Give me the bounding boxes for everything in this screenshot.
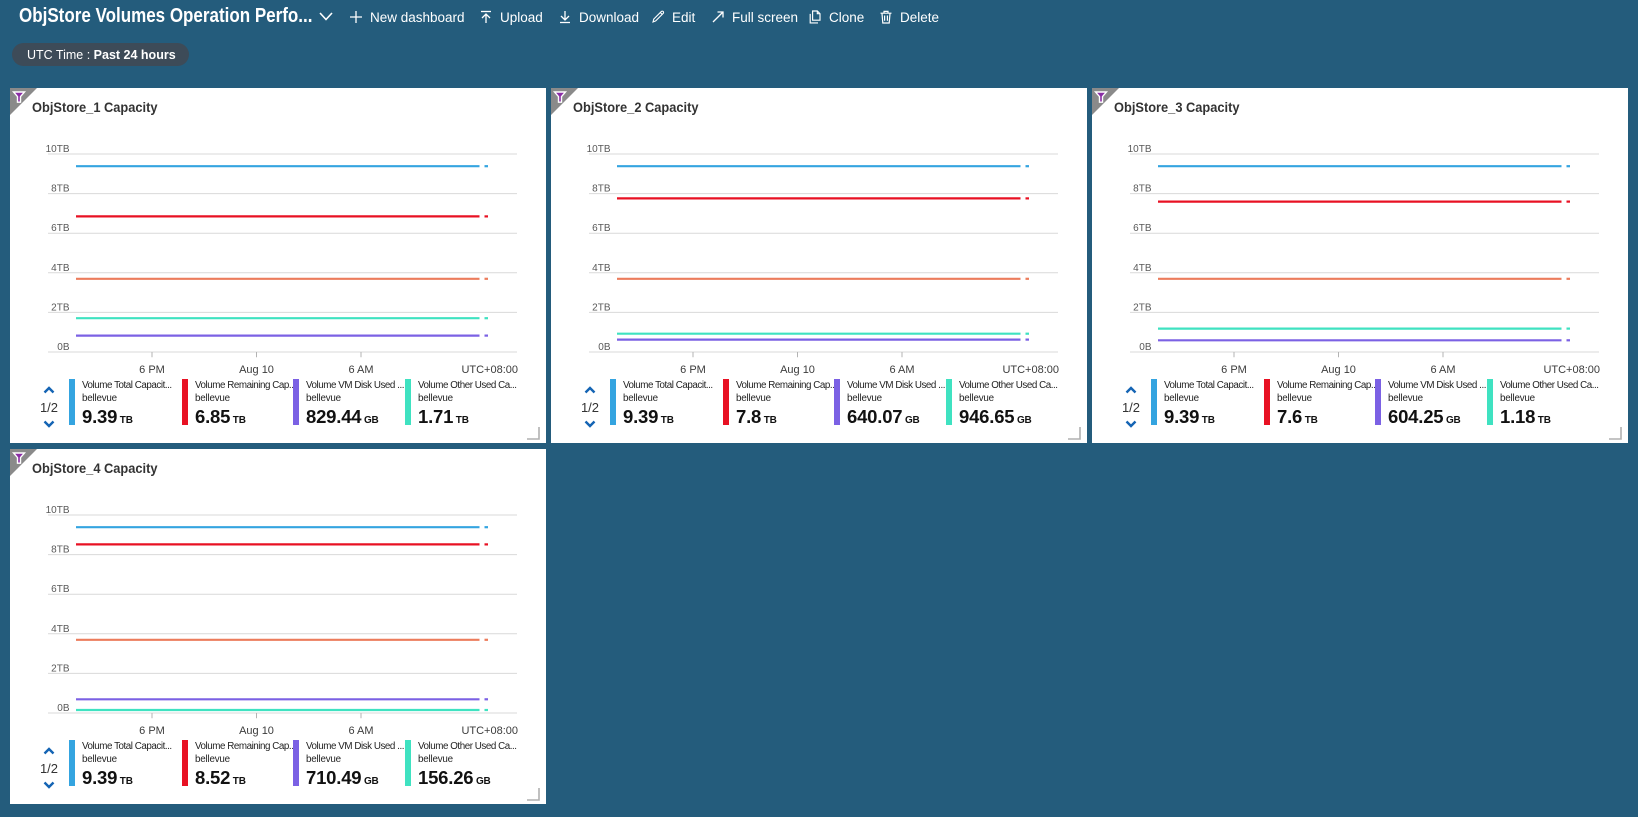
svg-text:6TB: 6TB xyxy=(592,223,611,234)
svg-text:6TB: 6TB xyxy=(1133,223,1152,234)
svg-text:2TB: 2TB xyxy=(51,663,70,674)
svg-text:6 AM: 6 AM xyxy=(889,364,914,376)
svg-text:4TB: 4TB xyxy=(51,263,70,274)
svg-text:2TB: 2TB xyxy=(1133,302,1152,313)
svg-text:UTC+08:00: UTC+08:00 xyxy=(461,364,518,376)
svg-text:6 PM: 6 PM xyxy=(139,725,165,737)
svg-text:6 AM: 6 AM xyxy=(348,364,373,376)
svg-text:0B: 0B xyxy=(57,342,70,353)
svg-text:4TB: 4TB xyxy=(1133,263,1152,274)
svg-text:Aug 10: Aug 10 xyxy=(239,725,274,737)
svg-text:UTC+08:00: UTC+08:00 xyxy=(1543,364,1600,376)
svg-text:10TB: 10TB xyxy=(587,144,611,155)
svg-text:8TB: 8TB xyxy=(51,545,70,556)
svg-text:Aug 10: Aug 10 xyxy=(780,364,815,376)
svg-text:10TB: 10TB xyxy=(46,505,70,516)
svg-text:8TB: 8TB xyxy=(1133,184,1152,195)
svg-text:0B: 0B xyxy=(1139,342,1152,353)
svg-text:2TB: 2TB xyxy=(51,302,70,313)
svg-text:UTC+08:00: UTC+08:00 xyxy=(461,725,518,737)
svg-text:6 PM: 6 PM xyxy=(1221,364,1247,376)
svg-text:UTC+08:00: UTC+08:00 xyxy=(1002,364,1059,376)
svg-text:4TB: 4TB xyxy=(592,263,611,274)
svg-text:4TB: 4TB xyxy=(51,624,70,635)
svg-text:6 PM: 6 PM xyxy=(139,364,165,376)
svg-text:6 AM: 6 AM xyxy=(1430,364,1455,376)
svg-text:Aug 10: Aug 10 xyxy=(1321,364,1356,376)
svg-text:10TB: 10TB xyxy=(46,144,70,155)
svg-text:10TB: 10TB xyxy=(1128,144,1152,155)
svg-text:0B: 0B xyxy=(598,342,611,353)
svg-text:6TB: 6TB xyxy=(51,584,70,595)
svg-text:Aug 10: Aug 10 xyxy=(239,364,274,376)
svg-text:2TB: 2TB xyxy=(592,302,611,313)
svg-text:6 AM: 6 AM xyxy=(348,725,373,737)
svg-text:0B: 0B xyxy=(57,703,70,714)
svg-text:8TB: 8TB xyxy=(51,184,70,195)
svg-text:6 PM: 6 PM xyxy=(680,364,706,376)
svg-text:8TB: 8TB xyxy=(592,184,611,195)
svg-text:6TB: 6TB xyxy=(51,223,70,234)
